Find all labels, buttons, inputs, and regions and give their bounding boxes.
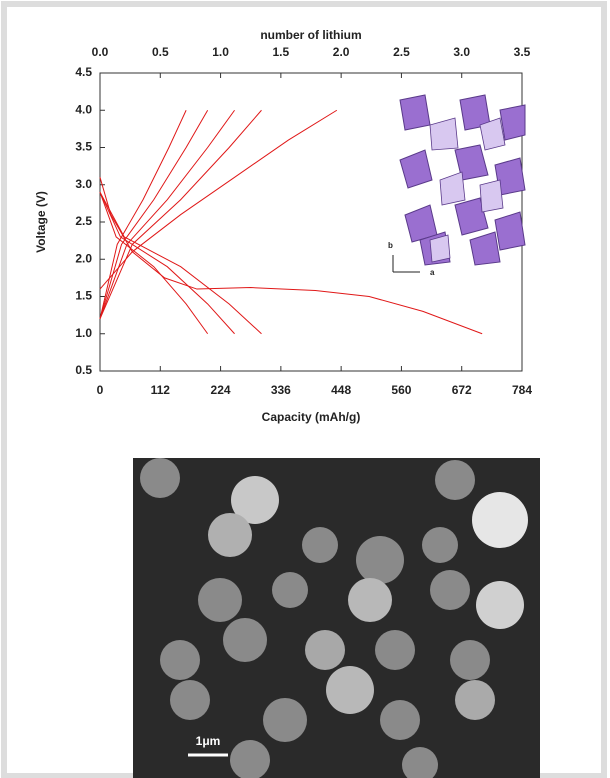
y-axis-title: Voltage (V) [34, 191, 48, 253]
inset-axis-label: b [388, 241, 393, 250]
x-tick-label: 112 [151, 383, 171, 397]
x2-tick-label: 2.5 [393, 45, 410, 59]
x2-tick-label: 2.0 [333, 45, 350, 59]
y-tick-label: 0.5 [75, 363, 92, 377]
scale-bar-label: 1μm [196, 734, 221, 748]
y-tick-label: 3.5 [75, 140, 92, 154]
x-tick-label: 784 [512, 383, 532, 397]
sem-image [133, 458, 540, 778]
y-tick-label: 4.0 [75, 102, 92, 116]
y-tick-label: 1.5 [75, 289, 92, 303]
x2-axis-title: number of lithium [260, 28, 361, 42]
y-tick-label: 2.0 [75, 251, 92, 265]
y-tick-label: 1.0 [75, 326, 92, 340]
x-tick-label: 448 [331, 383, 351, 397]
x-axis-title: Capacity (mAh/g) [262, 410, 361, 424]
x2-tick-label: 3.5 [514, 45, 531, 59]
inset-axis-label: a [430, 268, 435, 277]
y-tick-label: 2.5 [75, 214, 92, 228]
x2-tick-label: 0.0 [92, 45, 109, 59]
x2-tick-label: 3.0 [453, 45, 470, 59]
y-tick-label: 3.0 [75, 177, 92, 191]
x-tick-label: 0 [97, 383, 104, 397]
x-tick-label: 336 [271, 383, 291, 397]
figure: number of lithium Capacity (mAh/g) Volta… [0, 0, 610, 778]
x-tick-label: 224 [211, 383, 231, 397]
x-tick-label: 560 [391, 383, 411, 397]
y-tick-label: 4.5 [75, 65, 92, 79]
x2-tick-label: 1.5 [273, 45, 290, 59]
x2-tick-label: 1.0 [212, 45, 229, 59]
x-tick-label: 672 [452, 383, 472, 397]
x2-tick-label: 0.5 [152, 45, 169, 59]
